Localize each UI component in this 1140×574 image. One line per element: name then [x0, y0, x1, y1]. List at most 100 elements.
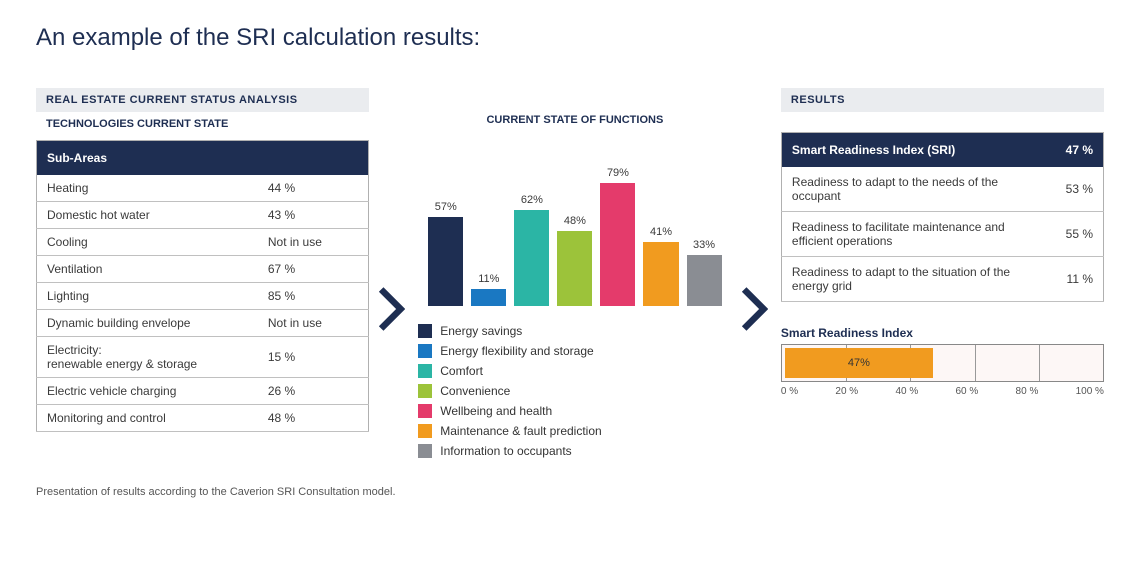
table-row: Lighting85 %: [37, 283, 369, 310]
legend-item: Wellbeing and health: [418, 404, 731, 418]
bar-value-label: 11%: [478, 273, 499, 285]
axis-tick-label: 100 %: [1076, 386, 1104, 397]
legend-label: Energy flexibility and storage: [440, 344, 593, 358]
bar-value-label: 57%: [435, 201, 457, 213]
subarea-label: Heating: [37, 175, 258, 202]
bar-value-label: 48%: [564, 215, 586, 227]
bar-value-label: 33%: [693, 239, 715, 251]
legend-item: Energy savings: [418, 324, 731, 338]
legend-label: Maintenance & fault prediction: [440, 424, 601, 438]
subarea-label: Dynamic building envelope: [37, 310, 258, 337]
result-value: 53 %: [1023, 167, 1104, 212]
left-section-header: REAL ESTATE CURRENT STATUS ANALYSIS: [36, 88, 369, 112]
subarea-value: Not in use: [258, 310, 369, 337]
legend-label: Comfort: [440, 364, 483, 378]
subarea-value: 15 %: [258, 337, 369, 378]
table-row: Heating44 %: [37, 175, 369, 202]
subarea-label: Domestic hot water: [37, 202, 258, 229]
middle-column: CURRENT STATE OF FUNCTIONS 57% 11% 62% 48% 7…: [418, 88, 731, 464]
subareas-table-header: Sub-Areas: [37, 141, 369, 176]
legend-item: Energy flexibility and storage: [418, 344, 731, 358]
sri-bar-value-label: 47%: [848, 357, 870, 369]
right-column: RESULTS Smart Readiness Index (SRI) 47 %…: [781, 88, 1104, 397]
subarea-value: 67 %: [258, 256, 369, 283]
axis-tick-label: 20 %: [835, 386, 858, 397]
axis-tick-label: 80 %: [1016, 386, 1039, 397]
legend-label: Energy savings: [440, 324, 522, 338]
table-row: Readiness to adapt to the needs of the o…: [781, 167, 1103, 212]
table-row: Readiness to adapt to the situation of t…: [781, 257, 1103, 302]
legend-item: Comfort: [418, 364, 731, 378]
legend-swatch: [418, 444, 432, 458]
bar-value-label: 62%: [521, 194, 543, 206]
subarea-label: Cooling: [37, 229, 258, 256]
subareas-table: Sub-Areas Heating44 %Domestic hot water4…: [36, 140, 369, 432]
mid-sub-header: CURRENT STATE OF FUNCTIONS: [418, 114, 731, 126]
bar: 57%: [428, 201, 463, 306]
bar-value-label: 79%: [607, 167, 629, 179]
chevron-icon: [742, 287, 771, 336]
axis-tick-label: 60 %: [956, 386, 979, 397]
left-sub-header: TECHNOLOGIES CURRENT STATE: [46, 118, 369, 130]
legend-swatch: [418, 404, 432, 418]
table-row: CoolingNot in use: [37, 229, 369, 256]
results-table: Smart Readiness Index (SRI) 47 % Readine…: [781, 132, 1104, 302]
page-title: An example of the SRI calculation result…: [36, 24, 1104, 52]
sri-bar-fill: 47%: [785, 348, 933, 378]
sri-axis: 0 % 20 % 40 % 60 % 80 % 100 %: [781, 386, 1104, 397]
subarea-value: 26 %: [258, 378, 369, 405]
subarea-label: Electricity: renewable energy & storage: [37, 337, 258, 378]
table-row: Dynamic building envelopeNot in use: [37, 310, 369, 337]
bar: 41%: [643, 226, 678, 306]
right-section-header: RESULTS: [781, 88, 1104, 112]
subarea-value: 85 %: [258, 283, 369, 310]
bar: 11%: [471, 273, 506, 306]
legend-item: Convenience: [418, 384, 731, 398]
legend-swatch: [418, 324, 432, 338]
bar: 33%: [687, 239, 722, 306]
bar: 62%: [514, 194, 549, 306]
table-row: Ventilation67 %: [37, 256, 369, 283]
subarea-value: 43 %: [258, 202, 369, 229]
footnote: Presentation of results according to the…: [36, 486, 1104, 498]
functions-bar-chart: 57% 11% 62% 48% 79% 41% 33%: [418, 136, 731, 306]
legend-swatch: [418, 424, 432, 438]
result-label: Readiness to adapt to the needs of the o…: [781, 167, 1023, 212]
bar: 79%: [600, 167, 635, 306]
layout-grid: REAL ESTATE CURRENT STATUS ANALYSIS TECH…: [36, 88, 1104, 464]
subarea-label: Monitoring and control: [37, 405, 258, 432]
table-row: Domestic hot water43 %: [37, 202, 369, 229]
results-header-label: Smart Readiness Index (SRI): [781, 133, 1023, 168]
legend-swatch: [418, 344, 432, 358]
chevron-icon: [379, 287, 408, 336]
legend-label: Information to occupants: [440, 444, 571, 458]
subarea-value: Not in use: [258, 229, 369, 256]
chart-legend: Energy savings Energy flexibility and sto…: [418, 324, 731, 458]
sri-progress-bar: 47%: [781, 344, 1104, 382]
subarea-value: 44 %: [258, 175, 369, 202]
left-column: REAL ESTATE CURRENT STATUS ANALYSIS TECH…: [36, 88, 369, 432]
table-row: Electricity: renewable energy & storage1…: [37, 337, 369, 378]
legend-label: Wellbeing and health: [440, 404, 552, 418]
legend-swatch: [418, 384, 432, 398]
legend-item: Information to occupants: [418, 444, 731, 458]
axis-tick-label: 0 %: [781, 386, 798, 397]
table-row: Monitoring and control48 %: [37, 405, 369, 432]
axis-tick-label: 40 %: [895, 386, 918, 397]
subarea-label: Electric vehicle charging: [37, 378, 258, 405]
result-value: 11 %: [1023, 257, 1104, 302]
result-label: Readiness to adapt to the situation of t…: [781, 257, 1023, 302]
bar: 48%: [557, 215, 592, 306]
bar-value-label: 41%: [650, 226, 672, 238]
results-header-value: 47 %: [1023, 133, 1104, 168]
result-value: 55 %: [1023, 212, 1104, 257]
subarea-label: Lighting: [37, 283, 258, 310]
subarea-value: 48 %: [258, 405, 369, 432]
legend-label: Convenience: [440, 384, 510, 398]
table-row: Readiness to facilitate maintenance and …: [781, 212, 1103, 257]
sri-bar-title: Smart Readiness Index: [781, 326, 1104, 340]
legend-swatch: [418, 364, 432, 378]
table-row: Electric vehicle charging26 %: [37, 378, 369, 405]
result-label: Readiness to facilitate maintenance and …: [781, 212, 1023, 257]
legend-item: Maintenance & fault prediction: [418, 424, 731, 438]
